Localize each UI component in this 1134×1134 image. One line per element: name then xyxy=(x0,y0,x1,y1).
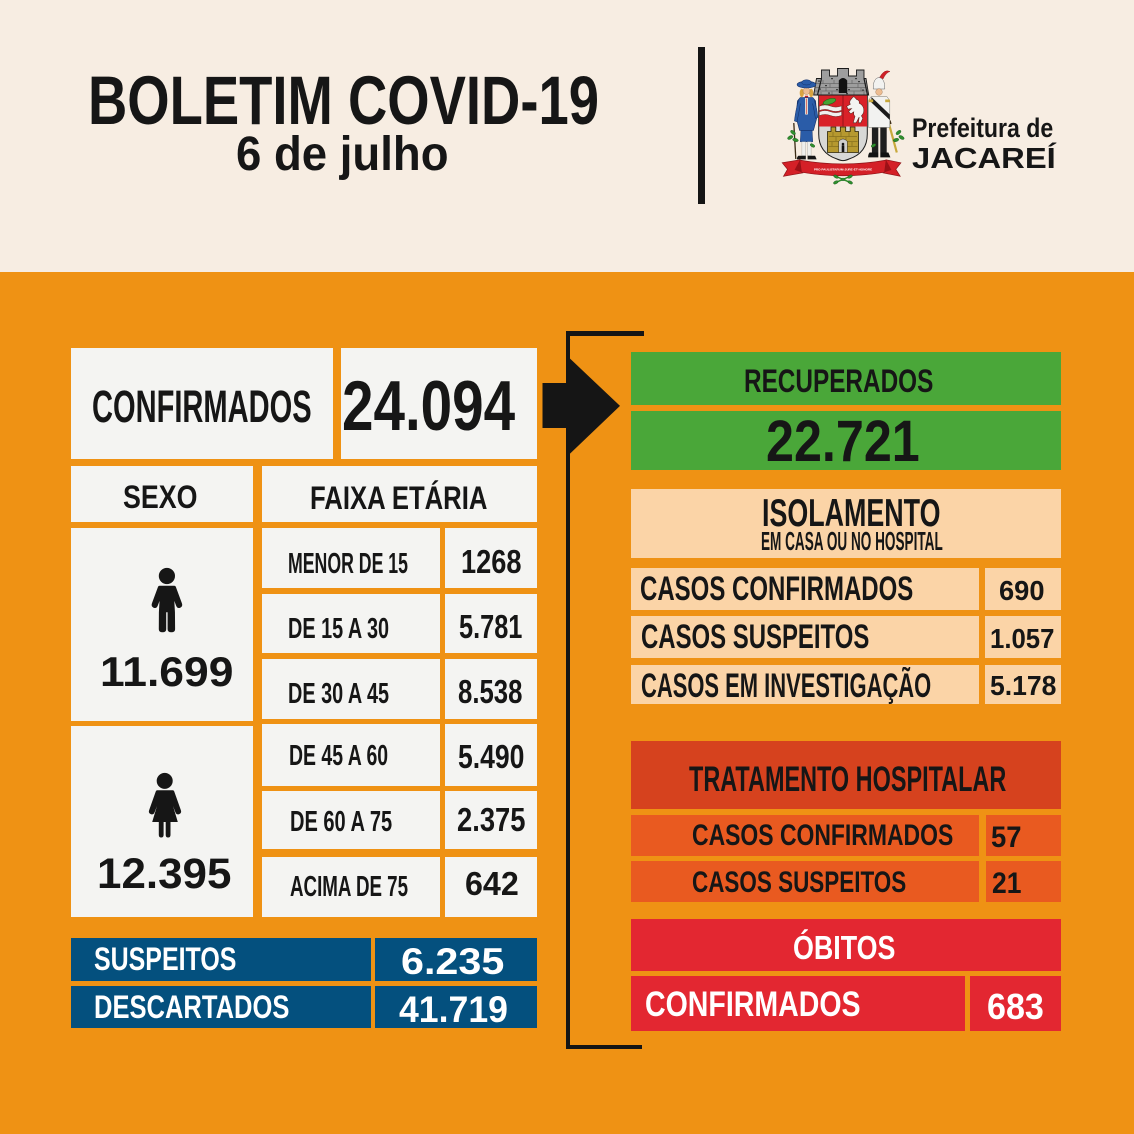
svg-text:PRO PAULISTARUM-JURE-ET-HONORE: PRO PAULISTARUM-JURE-ET-HONORE xyxy=(814,167,872,171)
